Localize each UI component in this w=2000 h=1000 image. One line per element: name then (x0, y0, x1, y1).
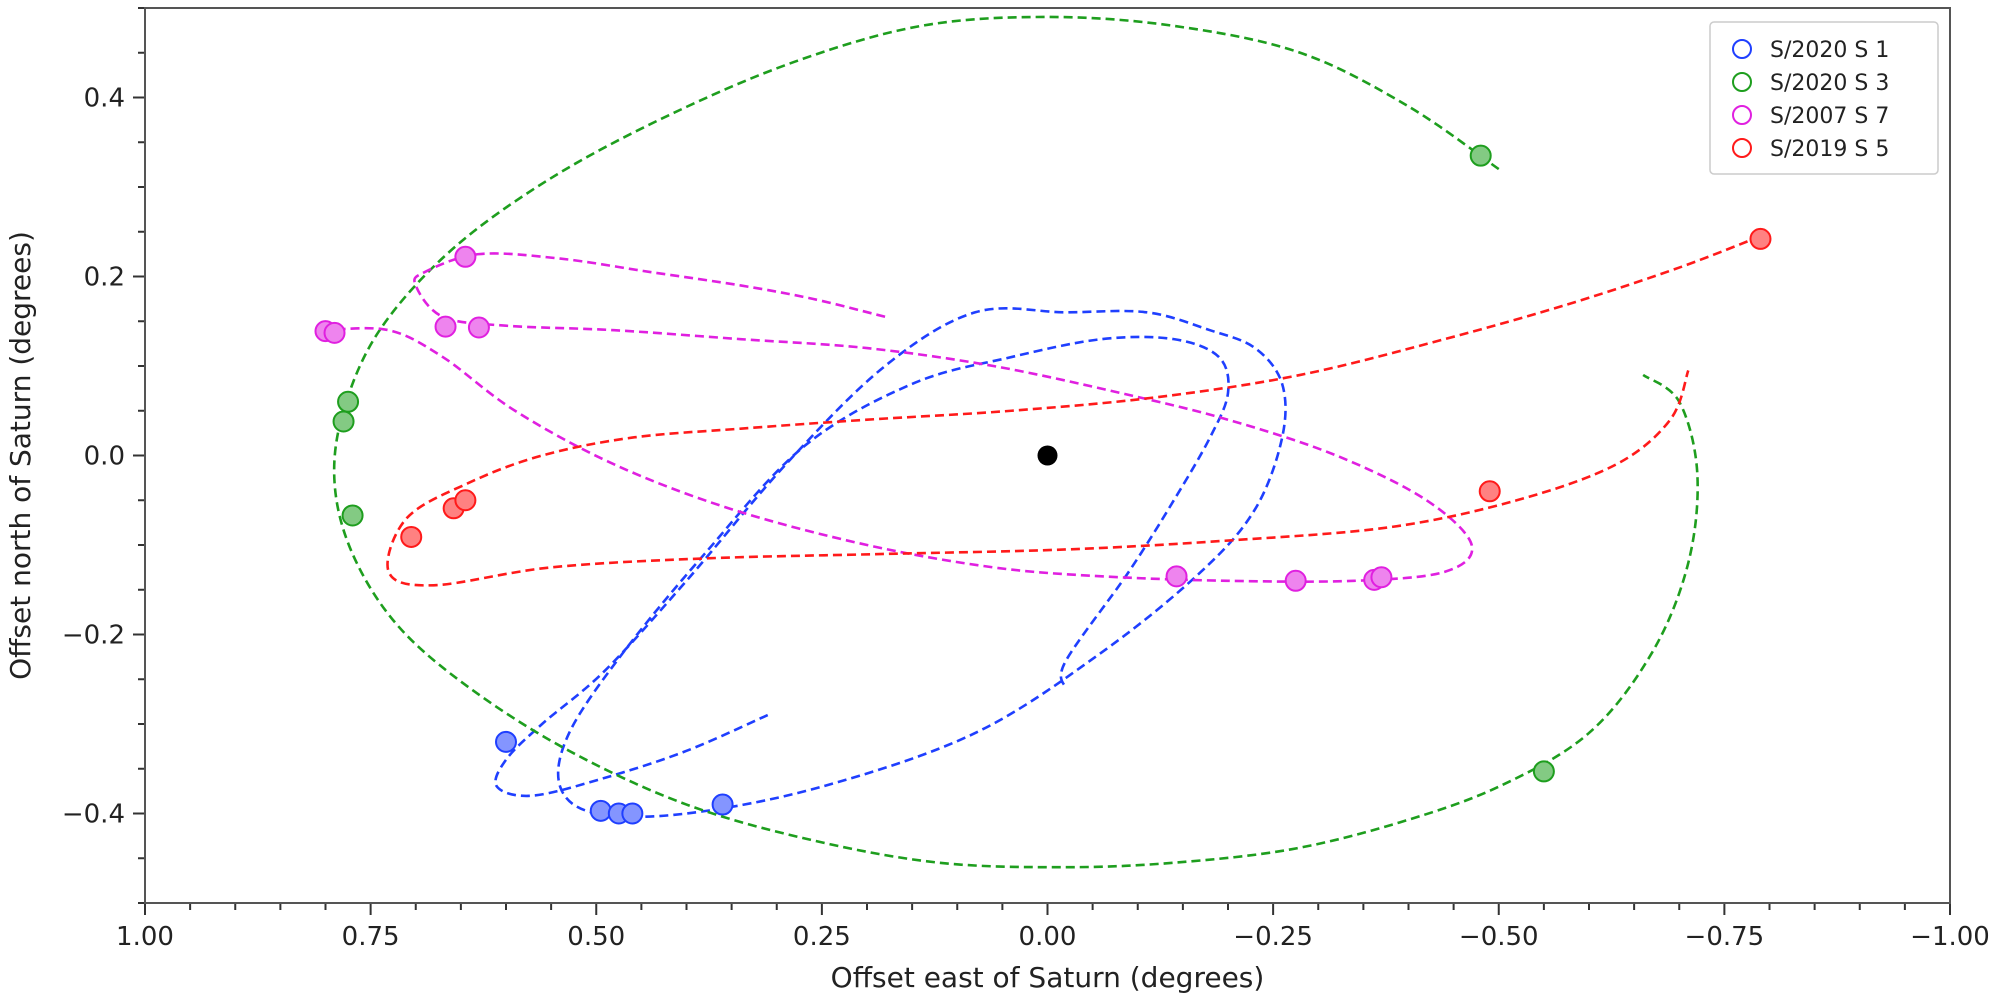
legend-marker (1732, 105, 1752, 125)
plot-area (314, 15, 1772, 869)
series-3 (314, 245, 1474, 592)
observation-point (1469, 144, 1492, 167)
x-axis-label: Offset east of Saturn (degrees) (831, 961, 1265, 994)
y-axis-label: Offset north of Saturn (degrees) (4, 231, 37, 680)
ticks: 1.00 0.75 0.50 0.25 0.00 −0.25 −0.50 −0.75 −1.00… (62, 7, 1990, 952)
observation-point (1532, 760, 1555, 783)
observation-point (332, 410, 355, 433)
observation-point (467, 316, 490, 339)
x-tick-label: 0.00 (1019, 922, 1077, 952)
y-tick-label: −0.4 (62, 800, 125, 830)
observation-point (711, 793, 734, 816)
legend-marker (1732, 72, 1752, 92)
plot-frame (144, 7, 1951, 904)
observation-point (495, 730, 517, 753)
legend-marker (1732, 39, 1752, 59)
legend: S/2020 S 1 S/2020 S 3 S/2007 S 7 S/2019 S 5 (1709, 21, 1939, 175)
x-tick-label: −0.50 (1459, 922, 1539, 952)
legend-marker (1732, 138, 1752, 158)
observation-point (1370, 566, 1393, 589)
x-tick-label: 0.75 (342, 922, 400, 952)
series-4 (386, 227, 1772, 587)
orbit-line (494, 307, 1287, 819)
orbit-line (386, 235, 1761, 587)
observation-point (1165, 565, 1188, 588)
observation-point (434, 315, 457, 338)
observation-point (454, 489, 477, 512)
observation-point (323, 321, 346, 344)
observation-point (1284, 569, 1307, 592)
y-tick-label: 0.0 (84, 442, 125, 472)
saturn-marker (1037, 445, 1058, 466)
x-tick-label: 1.00 (116, 922, 174, 952)
observation-point (341, 504, 364, 527)
observation-point (621, 802, 644, 825)
observation-point (1478, 480, 1501, 503)
y-tick-label: 0.4 (84, 84, 125, 114)
x-tick-label: 0.50 (567, 922, 625, 952)
observation-point (589, 799, 612, 822)
observation-point (454, 245, 477, 268)
y-tick-label: −0.2 (62, 621, 125, 651)
legend-label: S/2020 S 3 (1770, 71, 1889, 96)
orbit-line (325, 252, 1474, 583)
x-tick-label: −1.00 (1910, 922, 1990, 952)
y-tick-label: 0.2 (84, 263, 125, 293)
legend-label: S/2007 S 7 (1770, 104, 1889, 129)
observation-point (1749, 227, 1772, 250)
legend-label: S/2020 S 1 (1770, 38, 1889, 63)
legend-box (1709, 21, 1939, 175)
observation-point (400, 525, 423, 548)
x-tick-label: −0.75 (1685, 922, 1765, 952)
x-tick-label: −0.25 (1233, 922, 1313, 952)
series-2 (332, 15, 1699, 869)
x-tick-label: 0.25 (793, 922, 851, 952)
observation-point (337, 390, 360, 413)
series-1 (494, 307, 1287, 825)
legend-label: S/2019 S 5 (1770, 137, 1889, 162)
